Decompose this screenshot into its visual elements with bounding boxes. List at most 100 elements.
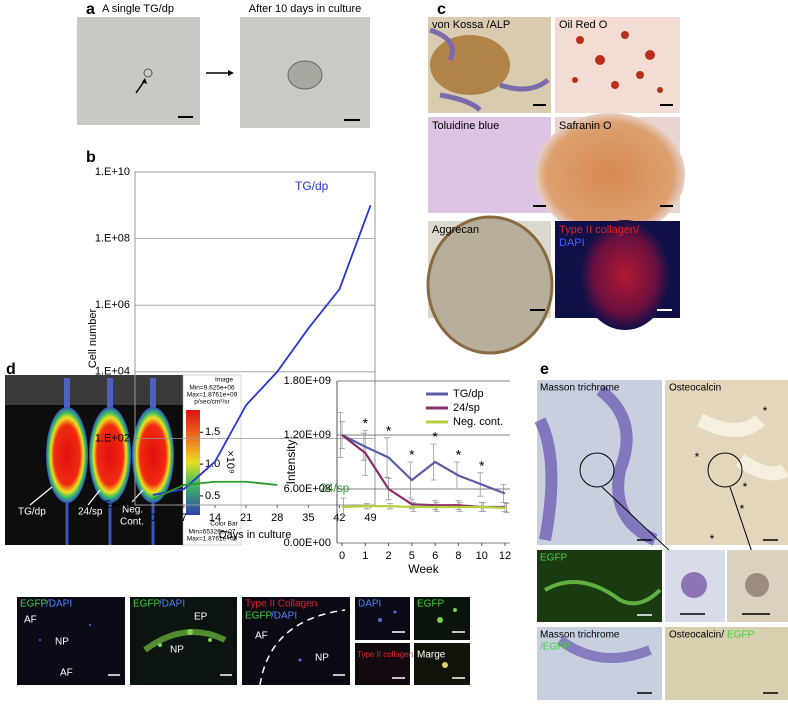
x-tick-label: 35 xyxy=(302,512,314,524)
significance: * xyxy=(409,447,415,463)
image-title: Aggrecan xyxy=(432,224,479,236)
x-tick-label: 21 xyxy=(240,512,252,524)
x-axis-label: Days in culture xyxy=(219,529,292,541)
image-title: Osteocalcin/ xyxy=(669,630,724,641)
image-title: Toluidine blue xyxy=(432,120,499,132)
highlight-circle xyxy=(579,452,615,488)
image-egfp-dapi xyxy=(17,597,125,685)
image-osteocalcin-egfp xyxy=(665,627,788,700)
x-tick-label: 10 xyxy=(476,550,488,562)
y-tick-label: 1.20E+09 xyxy=(284,429,331,441)
image-info: Image xyxy=(215,377,233,384)
error-bar xyxy=(503,503,510,513)
image-info: p/sec/cm²/sr xyxy=(194,399,230,406)
x-tick-label: 5 xyxy=(409,550,415,562)
mouse-label: TG/dp xyxy=(18,507,46,518)
series-line xyxy=(341,505,506,509)
image-title: After 10 days in culture xyxy=(249,3,362,15)
tissue xyxy=(426,215,554,355)
legend-label: 24/sp xyxy=(453,402,480,414)
significance: * xyxy=(479,458,485,474)
cell xyxy=(143,68,153,78)
x-tick-label: 12 xyxy=(499,550,511,562)
y-tick-label: 1.E+02 xyxy=(95,432,130,444)
series-label: 24/sp xyxy=(320,481,350,495)
x-tick-label: 8 xyxy=(455,550,461,562)
significance: * xyxy=(432,429,438,445)
series-line xyxy=(341,434,506,495)
colorbar-info: Color Bar xyxy=(210,521,238,528)
x-tick-label: 1 xyxy=(362,550,368,562)
image-title: /EGFP xyxy=(540,642,570,653)
mouse-label: Cont. xyxy=(120,517,144,528)
arrow-head xyxy=(142,78,147,84)
egfp-cells xyxy=(143,629,227,653)
y-axis-label: Intensity xyxy=(284,440,298,485)
image-title: Safranin O xyxy=(559,120,612,132)
x-tick-label: 42 xyxy=(333,512,345,524)
image-title: von Kossa /ALP xyxy=(432,19,510,31)
colorbar-scale: ×10⁹ xyxy=(224,450,236,473)
image-dapi xyxy=(355,597,410,640)
colony xyxy=(287,60,323,90)
tissue xyxy=(535,113,685,237)
star: * xyxy=(695,450,700,464)
stain-label: /DAPI xyxy=(46,599,72,610)
tissue xyxy=(696,413,788,481)
stain-label: /DAPI xyxy=(271,611,297,622)
pointer-arrows xyxy=(29,486,144,506)
cells xyxy=(158,608,457,668)
stain-label: EGFP xyxy=(417,599,445,610)
y-tick-label: 1.E+10 xyxy=(95,166,130,178)
stain-label: EGFP xyxy=(133,599,161,610)
star: * xyxy=(743,480,748,494)
image-osteocalcin xyxy=(665,380,788,545)
image-title: Masson trichrome xyxy=(540,630,620,641)
boundary xyxy=(259,609,346,686)
significance: * xyxy=(456,447,462,463)
region-label: AF xyxy=(60,668,73,679)
stain-label: /DAPI xyxy=(159,599,185,610)
panel-label: b xyxy=(86,149,96,166)
image-oil-red xyxy=(555,17,680,113)
scale-bars xyxy=(637,539,778,694)
image-toluidine xyxy=(428,117,551,213)
y-tick-label: 1.E+08 xyxy=(95,233,130,245)
x-tick-label: 0 xyxy=(150,512,156,524)
stain-label: EGFP xyxy=(245,611,273,622)
series-line xyxy=(152,480,278,500)
image-masson xyxy=(537,380,662,545)
stain xyxy=(430,35,510,95)
image-info: Min=9.625e+06 xyxy=(189,385,235,392)
star: * xyxy=(710,532,715,546)
colorbar-info: Max=1.8761e+09 xyxy=(187,536,238,543)
colorbar-tick-label: 1.5 xyxy=(205,426,220,438)
image-title: EGFP xyxy=(727,630,755,641)
cell xyxy=(681,572,707,598)
tissue xyxy=(534,385,658,546)
image-title: EGFP xyxy=(540,553,568,564)
x-tick-label: 7 xyxy=(181,512,187,524)
y-tick-label: 1.E+06 xyxy=(95,299,130,311)
region-label: NP xyxy=(170,645,184,656)
egfp-cells xyxy=(544,580,662,606)
significance: * xyxy=(363,415,369,431)
mouse-label: Neg. xyxy=(122,505,143,516)
x-tick-label: 28 xyxy=(271,512,283,524)
x-tick-label: 14 xyxy=(209,512,221,524)
stain-label: DAPI xyxy=(358,599,381,610)
tails xyxy=(65,503,155,545)
stain-label: Type II collagen xyxy=(357,650,413,659)
x-tick-label: 0 xyxy=(339,550,345,562)
legend-label: Neg. cont. xyxy=(453,416,503,428)
panel-label: d xyxy=(6,361,16,378)
mouse-heads xyxy=(64,378,156,410)
stain xyxy=(429,27,550,112)
stain-label: Type II Collagen xyxy=(245,599,317,610)
legend-label: TG/dp xyxy=(453,388,484,400)
scale-bars xyxy=(108,631,465,679)
colorbar-tick-label: 0.5 xyxy=(205,490,220,502)
mouse-bodies xyxy=(46,407,174,503)
x-axis-label: Week xyxy=(408,562,439,576)
